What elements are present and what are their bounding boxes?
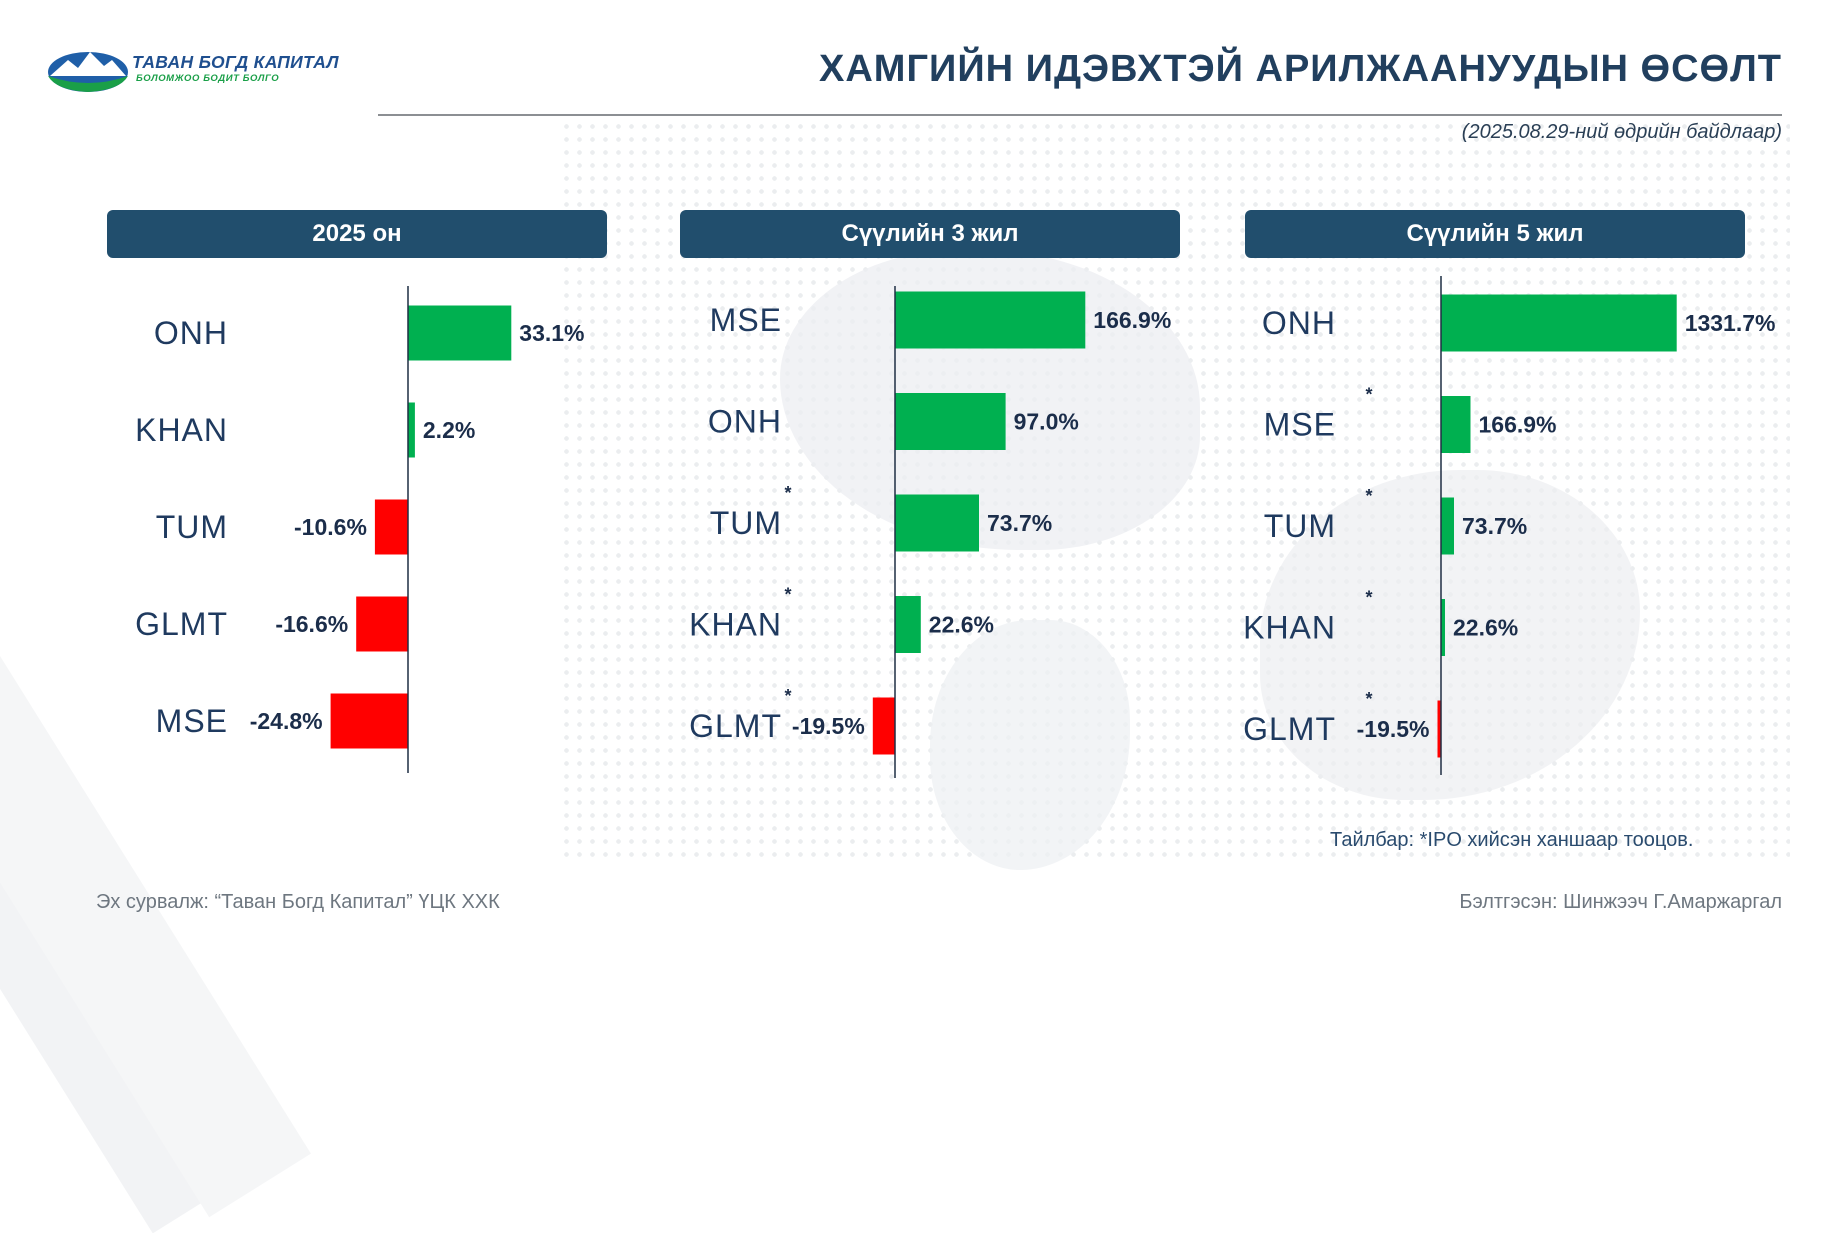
category-label: TUM xyxy=(156,509,228,545)
value-label: 1331.7% xyxy=(1685,310,1776,336)
value-label: -10.6% xyxy=(294,514,367,540)
bar-mse xyxy=(895,291,1086,349)
ipo-asterisk: * xyxy=(1365,486,1372,506)
value-label: -24.8% xyxy=(250,708,323,734)
value-label: 97.0% xyxy=(1014,409,1079,435)
ipo-asterisk: * xyxy=(1365,588,1372,608)
category-label: GLMT xyxy=(689,708,782,744)
category-label: ONH xyxy=(154,315,228,351)
value-label: -19.5% xyxy=(792,713,865,739)
category-label: KHAN xyxy=(1243,610,1336,646)
panel-header-2025: 2025 он xyxy=(107,210,607,258)
category-label: TUM xyxy=(1264,508,1336,544)
bar-glmt xyxy=(356,596,408,652)
category-label: ONH xyxy=(708,404,782,440)
value-label: -19.5% xyxy=(1357,716,1430,742)
ipo-asterisk: * xyxy=(784,585,791,605)
category-label: GLMT xyxy=(1243,711,1336,747)
panel-header-5-years: Сүүлийн 5 жил xyxy=(1245,210,1745,258)
ipo-asterisk: * xyxy=(1365,689,1372,709)
page-subtitle: (2025.08.29-ний өдрийн байдлаар) xyxy=(1461,121,1782,143)
bar-glmt xyxy=(1437,700,1441,758)
bar-glmt xyxy=(872,697,895,755)
bar-onh xyxy=(408,305,512,361)
bar-mse xyxy=(1441,396,1471,453)
data-source: Эх сурвалж: “Таван Богд Капитал” ҮЦК ХХК xyxy=(96,891,500,913)
value-label: 22.6% xyxy=(1453,615,1518,641)
bar-onh xyxy=(895,393,1006,450)
mountain-logo-icon xyxy=(48,52,128,92)
value-label: 73.7% xyxy=(1462,513,1527,539)
category-label: MSE xyxy=(156,703,228,739)
bar-tum xyxy=(1441,497,1454,555)
category-label: KHAN xyxy=(135,412,228,448)
bar-khan xyxy=(895,596,921,653)
bar-khan xyxy=(1441,599,1445,656)
value-label: -16.6% xyxy=(275,611,348,637)
value-label: 2.2% xyxy=(423,417,475,443)
background-map-shape xyxy=(930,620,1130,870)
footnote: Тайлбар: *IPO хийсэн ханшаар тооцов. xyxy=(1330,829,1694,851)
company-logo: ТАВАН БОГД КАПИТАЛ БОЛОМЖОО БОДИТ БОЛГО xyxy=(46,46,346,94)
title-divider xyxy=(378,114,1782,116)
ipo-asterisk: * xyxy=(1365,385,1372,405)
value-label: 166.9% xyxy=(1093,307,1171,333)
bar-onh xyxy=(1441,294,1677,352)
logo-tagline: БОЛОМЖОО БОДИТ БОЛГО xyxy=(136,73,280,84)
bar-khan xyxy=(408,402,415,458)
bar-charts: 33.1% ONH 2.2% KHAN -10.6% TUM -16.6% GLMT -24.8… xyxy=(135,276,1776,778)
ipo-asterisk: * xyxy=(784,686,791,706)
panel-header-3-years: Сүүлийн 3 жил xyxy=(680,210,1180,258)
category-label: MSE xyxy=(710,302,782,338)
bar-tum xyxy=(374,499,408,555)
value-label: 73.7% xyxy=(987,510,1052,536)
category-label: GLMT xyxy=(135,606,228,642)
category-label: KHAN xyxy=(689,607,782,643)
category-label: ONH xyxy=(1262,305,1336,341)
category-label: MSE xyxy=(1264,407,1336,443)
bar-tum xyxy=(895,494,979,552)
bar-mse xyxy=(330,693,408,749)
prepared-by: Бэлтгэсэн: Шинжээч Г.Амаржаргал xyxy=(1459,891,1782,913)
value-label: 166.9% xyxy=(1479,412,1557,438)
value-label: 33.1% xyxy=(519,320,584,346)
category-label: TUM xyxy=(710,505,782,541)
page-title: ХАМГИЙН ИДЭВХТЭЙ АРИЛЖААНУУДЫН ӨСӨЛТ xyxy=(819,48,1782,90)
ipo-asterisk: * xyxy=(784,483,791,503)
logo-name: ТАВАН БОГД КАПИТАЛ xyxy=(132,52,339,72)
value-label: 22.6% xyxy=(929,612,994,638)
